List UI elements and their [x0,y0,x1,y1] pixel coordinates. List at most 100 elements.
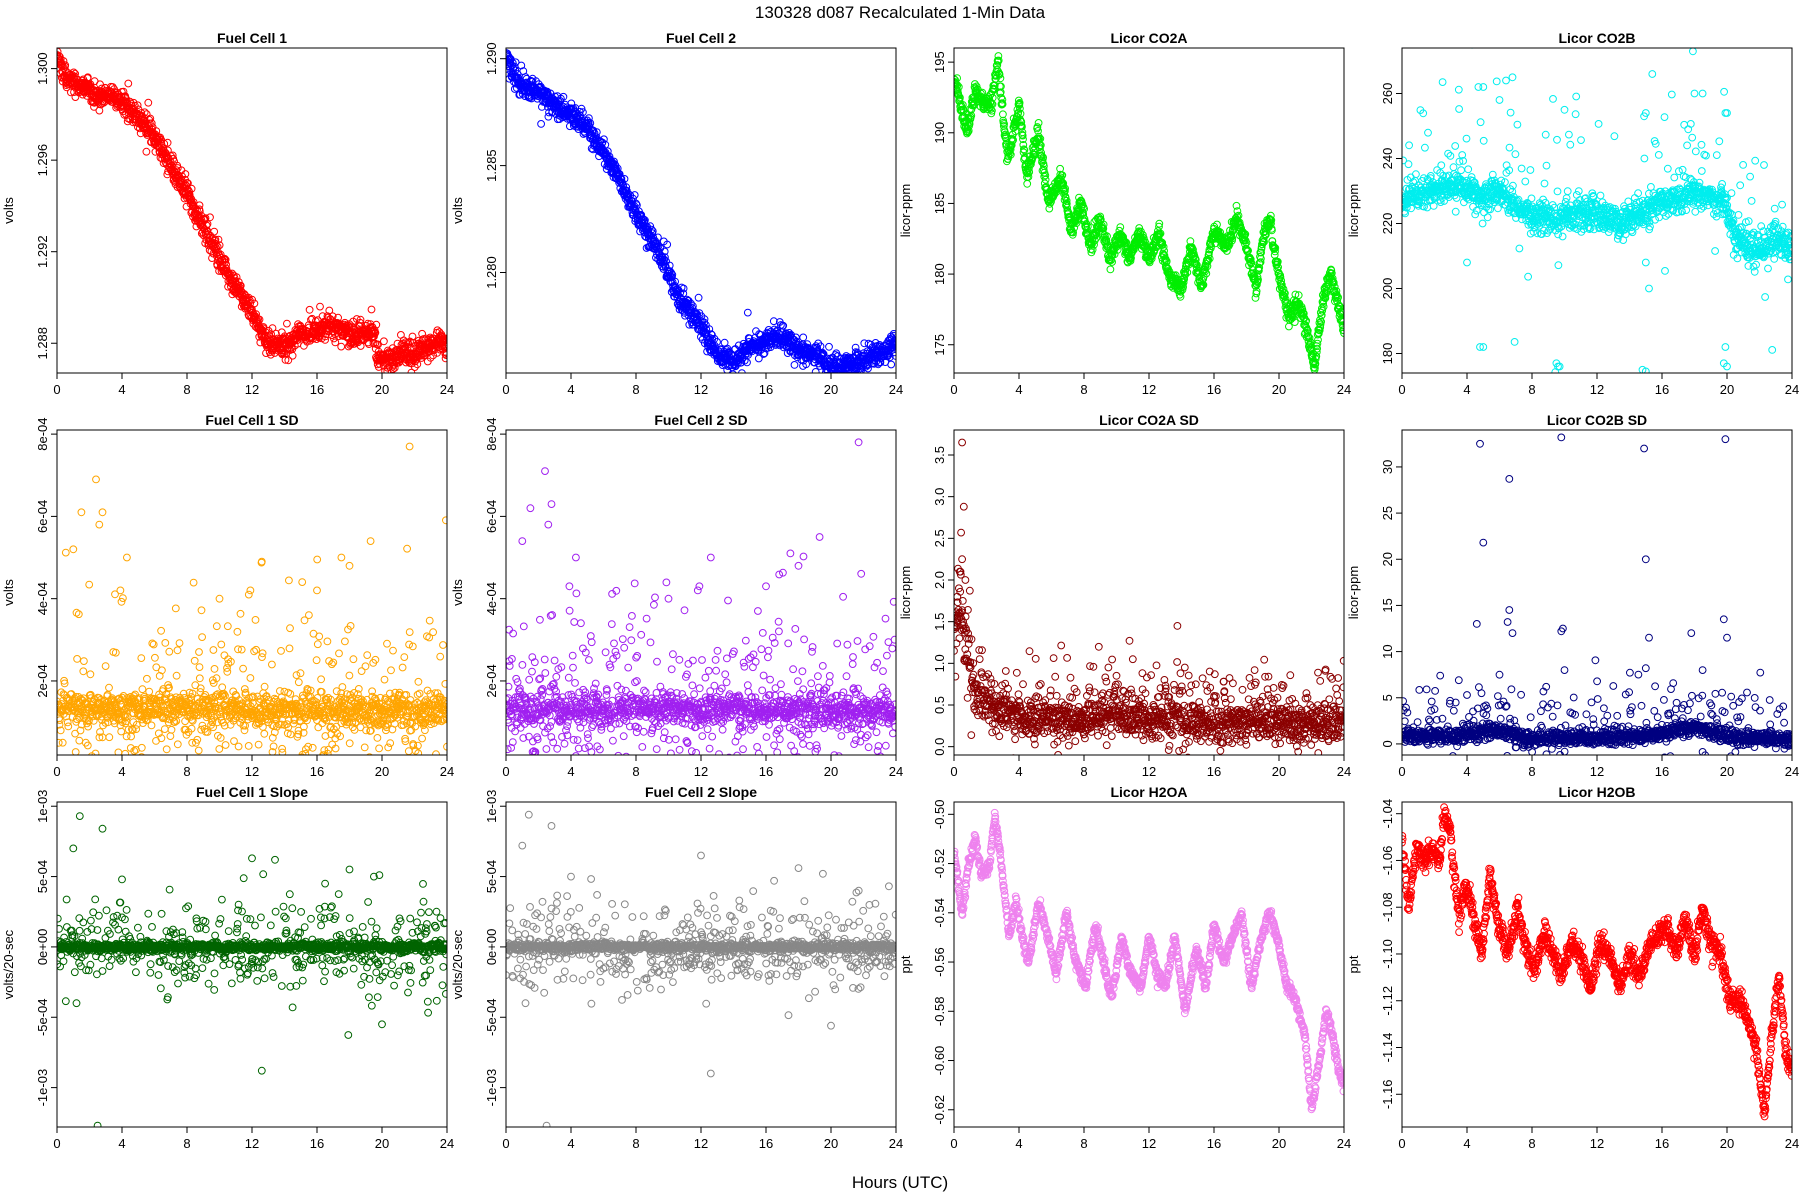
data-point [1457,166,1465,175]
data-point [1033,123,1042,131]
x-axis-label: Hours (UTC) [852,1173,948,1192]
data-point [1020,146,1029,155]
data-point [1290,318,1299,327]
panel-title: Fuel Cell 1 [217,30,287,46]
data-point [255,315,264,324]
data-point [754,354,763,363]
data-point [1201,267,1209,276]
data-point [964,128,972,137]
data-point [1315,319,1324,327]
data-point [845,374,852,381]
data-point [1180,275,1189,283]
data-point [1255,266,1263,275]
x-tick-label: 20 [824,382,838,397]
data-point [1562,194,1571,203]
data-points [57,48,447,373]
data-point [1052,188,1061,196]
data-point [1090,240,1098,249]
data-point [1327,269,1336,278]
data-point [1233,207,1242,216]
data-point [1488,170,1497,179]
data-point [133,101,142,110]
x-tick-label: 24 [440,382,454,397]
data-point [1181,270,1190,279]
data-points [954,52,1344,373]
data-point [1316,316,1324,324]
data-point [851,343,860,352]
data-point [121,93,130,102]
data-point [812,342,820,351]
data-point [1268,226,1276,235]
data-point [1476,118,1485,127]
data-point [1333,294,1342,302]
data-point [1016,104,1024,113]
data-point [557,94,565,103]
data-point [1445,193,1453,202]
data-point [997,82,1005,91]
x-tick-label: 8 [632,382,639,397]
panel-title: Licor CO2A [1110,30,1187,46]
data-point [1015,99,1024,107]
data-point [511,58,520,67]
data-point [1256,258,1265,267]
data-point [1077,210,1086,219]
data-point [146,114,155,123]
data-point [1299,309,1308,318]
data-point [1257,254,1265,263]
y-tick-label: 1.280 [484,256,499,289]
data-point [67,88,75,97]
data-point [1183,255,1192,264]
data-point [1074,209,1083,218]
chart-panel-1: Fuel Cell 10 4 8 12 16 20 241.2881.2921.2961.3… [1,30,454,397]
y-axis-label: licor-ppm [898,184,913,237]
data-point [283,319,291,328]
data-point [435,328,444,336]
data-point [1176,292,1185,301]
data-point [1610,132,1619,141]
data-point [978,88,987,97]
data-point [683,295,691,304]
data-point [195,207,204,216]
data-point [603,147,612,156]
data-point [1492,77,1501,86]
data-point [1024,173,1033,181]
data-point [162,152,171,160]
data-point [168,151,177,160]
data-point [379,361,388,370]
data-point [567,99,576,108]
x-tick-label: 20 [1272,382,1286,397]
panel-title: Fuel Cell 2 [666,30,736,46]
x-tick-label: 24 [889,382,903,397]
data-point [508,73,517,82]
data-point [1478,219,1487,228]
data-point [986,105,995,113]
data-point [1092,234,1101,242]
y-axis-label: volts [1,197,16,224]
data-point [1402,209,1409,218]
data-point [1449,163,1458,172]
data-point [1275,269,1283,278]
data-point [337,342,346,351]
data-point [615,170,624,179]
data-point [331,338,340,347]
y-tick-label: 1.300 [35,52,50,85]
data-point [1058,171,1067,180]
y-tick-label: 195 [932,51,947,73]
data-point [1280,288,1288,297]
data-point [1006,145,1015,154]
data-point [993,58,1002,66]
data-point [1017,118,1026,126]
data-point [577,104,586,113]
data-point [1497,176,1506,185]
data-point [999,110,1007,119]
data-point [1163,263,1171,272]
data-point [69,68,78,77]
data-point [1023,169,1032,178]
data-point [954,81,962,90]
data-point [601,140,610,149]
data-point [1521,177,1530,186]
x-tick-label: 4 [1015,382,1022,397]
data-point [1455,157,1464,166]
data-point [1018,122,1026,131]
